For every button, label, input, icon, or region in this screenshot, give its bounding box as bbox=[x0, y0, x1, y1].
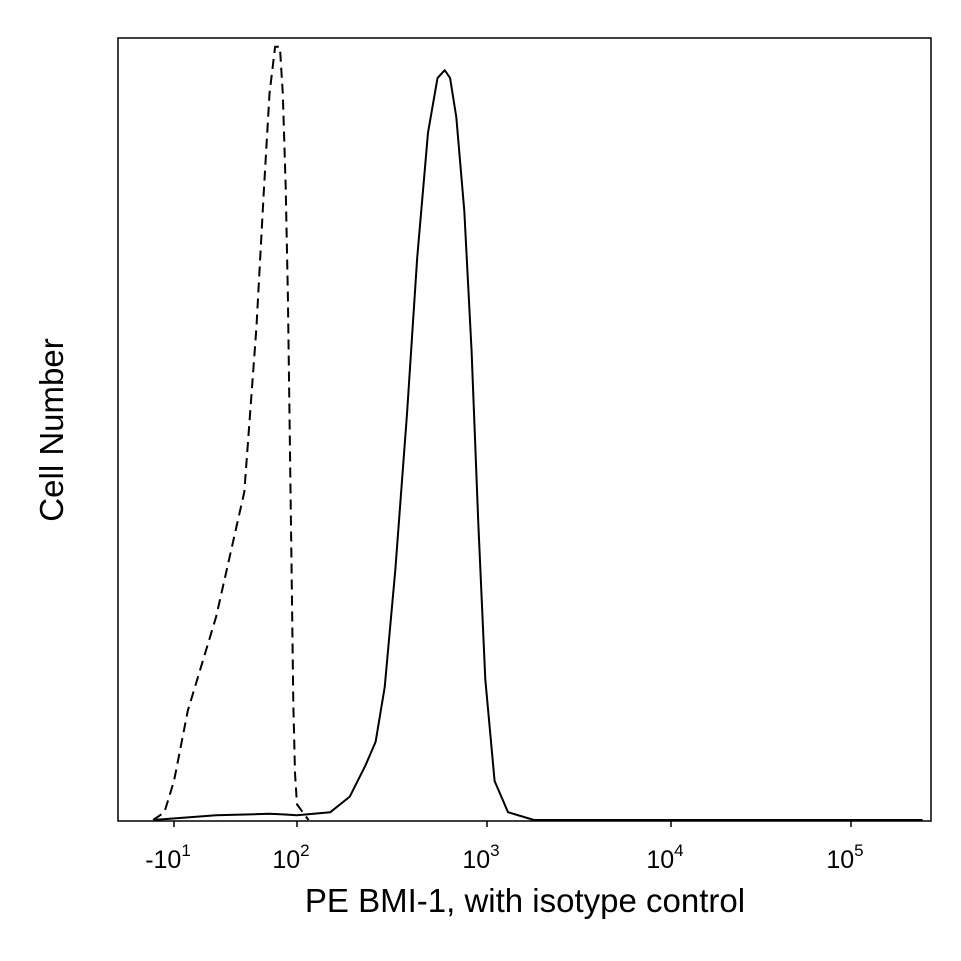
x-tick-label: 102 bbox=[272, 841, 309, 874]
x-tick-label: 103 bbox=[462, 841, 499, 874]
y-axis-title: Cell Number bbox=[33, 338, 70, 521]
plot-frame bbox=[117, 37, 932, 822]
x-tick-label: -101 bbox=[145, 841, 191, 874]
x-tick-label: 104 bbox=[646, 841, 683, 874]
bmi1-curve bbox=[153, 69, 923, 821]
x-axis-title: PE BMI-1, with isotype control bbox=[305, 882, 745, 919]
histogram-curves bbox=[152, 45, 923, 821]
x-axis-ticks: -101 102 103 104 105 bbox=[145, 821, 864, 874]
x-tick-label: 105 bbox=[826, 841, 863, 874]
isotype-control-curve bbox=[152, 45, 310, 821]
